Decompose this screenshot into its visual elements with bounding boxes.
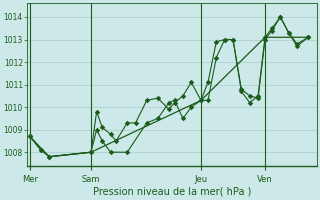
X-axis label: Pression niveau de la mer( hPa ): Pression niveau de la mer( hPa ) — [92, 187, 251, 197]
